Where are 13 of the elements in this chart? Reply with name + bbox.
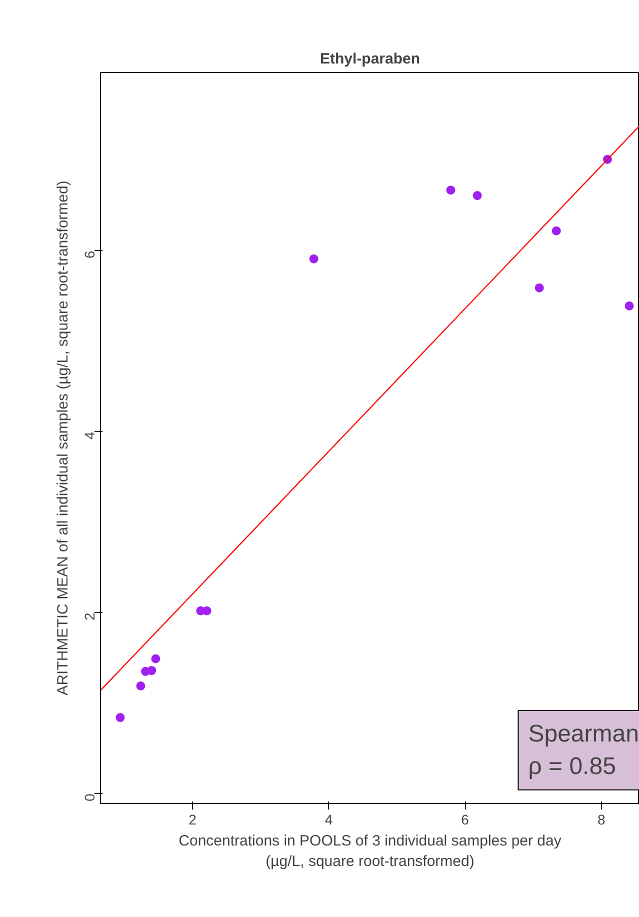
chart-title: Ethyl-paraben [320, 50, 420, 68]
y-tick-label: 6 [82, 250, 98, 259]
x-axis-title: Concentrations in POOLS of 3 individual samples per day (µg/L, square root-transformed) [178, 832, 562, 870]
annotation: Spearman [528, 720, 639, 748]
y-axis-title: ARITHMETIC MEAN of all individual samples (µg/L, square root-transformed) [54, 180, 72, 696]
annotation: ρ = 0.85 [528, 752, 616, 780]
y-tick-label: 4 [82, 431, 98, 440]
x-tick-label: 4 [324, 812, 333, 828]
x-tick-label: 6 [461, 812, 470, 828]
x-tick-label: 8 [597, 812, 606, 828]
x-tick-label: 2 [188, 812, 197, 828]
y-tick-label: 0 [82, 793, 98, 802]
y-tick-label: 2 [82, 612, 98, 620]
